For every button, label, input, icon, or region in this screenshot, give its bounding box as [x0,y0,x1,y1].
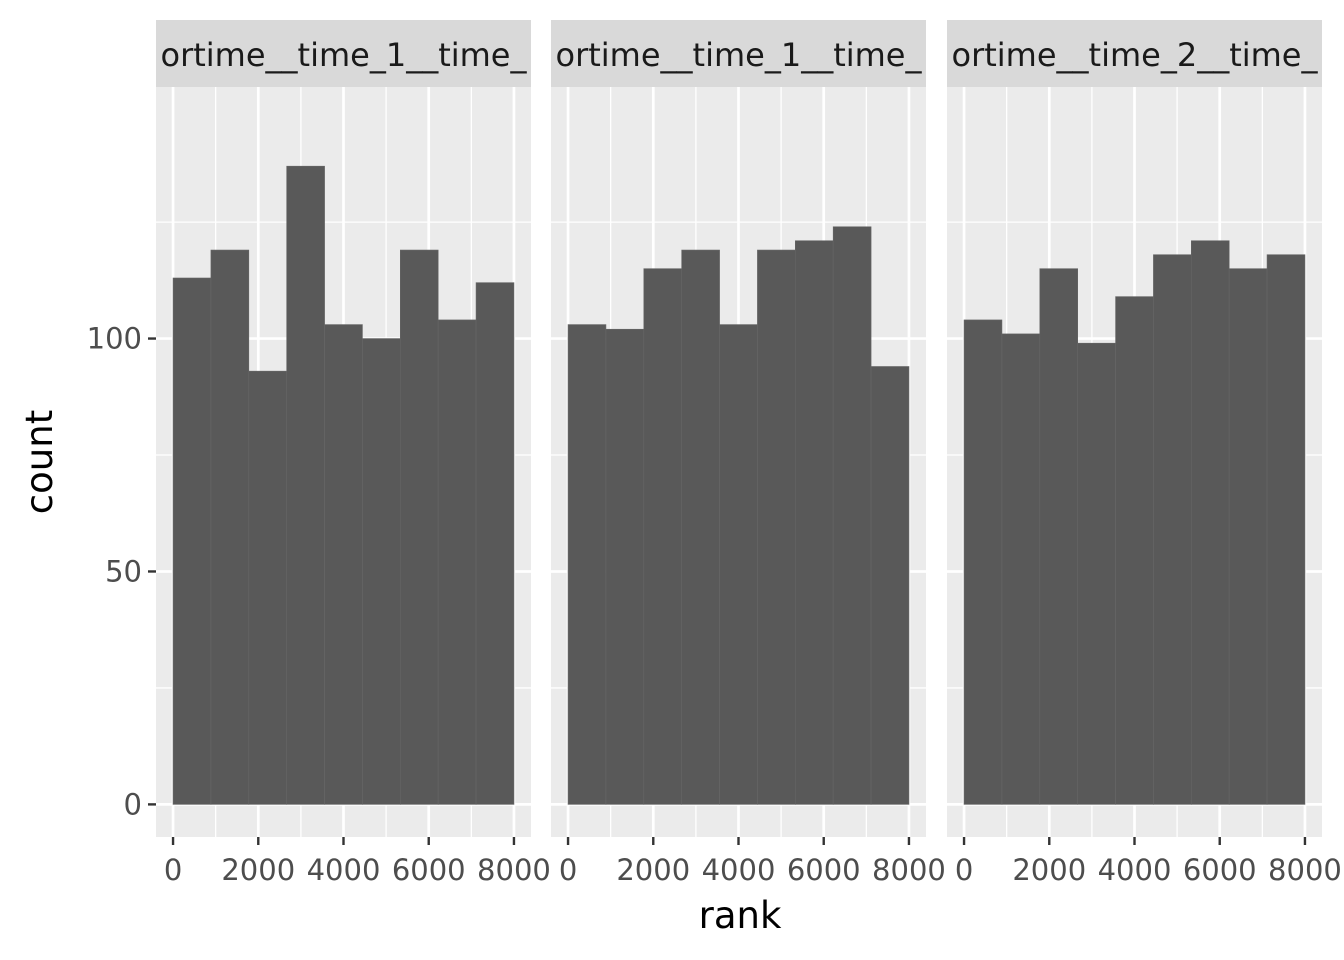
histogram-bar [1228,268,1268,805]
facet-strip-label: ortime__time_1__time_ [161,36,528,74]
facet-strip [551,20,926,87]
histogram-bar [757,249,796,805]
histogram-bar [475,282,515,805]
facet-panel-1: ortime__time_1__time_ [156,20,531,837]
y-axis: 0 50 100 [87,322,156,821]
x-tick-label: 8000 [1268,853,1342,887]
histogram-bar [1039,268,1078,805]
x-tick-label: 6000 [787,853,861,887]
histogram-bar [324,324,363,805]
x-tick-label: 6000 [392,853,466,887]
y-tick-label: 50 [105,554,142,588]
x-tick-label: 4000 [1098,853,1172,887]
x-tick-label: 2000 [1012,853,1086,887]
histogram-bar [643,268,682,805]
histogram-bar [1001,333,1041,805]
facet-strip [156,20,531,87]
facet-strip-label: ortime__time_1__time_ [556,36,923,74]
x-axis: 0 2000 4000 6000 8000 0 2000 4000 6000 8000 0 2000 4… [164,837,1342,887]
x-tick-label: 4000 [702,853,776,887]
x-tick-label: 2000 [616,853,690,887]
y-axis-title: count [18,410,61,514]
histogram-bar [437,319,477,805]
x-axis-title: rank [699,894,782,937]
histogram-bar [172,277,212,805]
histogram-bar [1115,296,1154,805]
histogram-bar [1191,240,1230,805]
histogram-bar [248,370,287,805]
x-tick-label: 2000 [221,853,295,887]
panels-layer: ortime__time_1__time_ ortime__time_1__tim… [156,20,1322,837]
histogram-bar [870,366,910,805]
histogram-bar [681,249,720,805]
x-tick-label: 0 [559,853,577,887]
histogram-bar [832,226,872,805]
facet-panel-2: ortime__time_1__time_ [551,20,926,837]
x-tick-label: 0 [955,853,973,887]
y-tick-label: 100 [87,322,142,356]
histogram-bar [400,249,439,805]
y-tick-label: 0 [124,787,142,821]
x-tick-label: 0 [164,853,182,887]
x-tick-label: 8000 [872,853,946,887]
x-tick-label: 8000 [477,853,551,887]
histogram-bar [1077,342,1116,805]
histogram-bar [795,240,834,805]
facet-strip [947,20,1322,87]
histogram-bar [210,249,250,805]
histogram-bar [963,319,1003,805]
x-tick-label: 4000 [307,853,381,887]
histogram-bar [1266,254,1306,805]
facet-strip-label: ortime__time_2__time_ [952,36,1319,74]
histogram-bar [605,328,645,805]
x-tick-label: 6000 [1183,853,1257,887]
histogram-bar [286,165,325,805]
histogram-bar [567,324,607,805]
histogram-bar [719,324,758,805]
facet-panel-3: ortime__time_2__time_ [947,20,1322,837]
histogram-bar [362,338,401,805]
histogram-bar [1153,254,1192,805]
